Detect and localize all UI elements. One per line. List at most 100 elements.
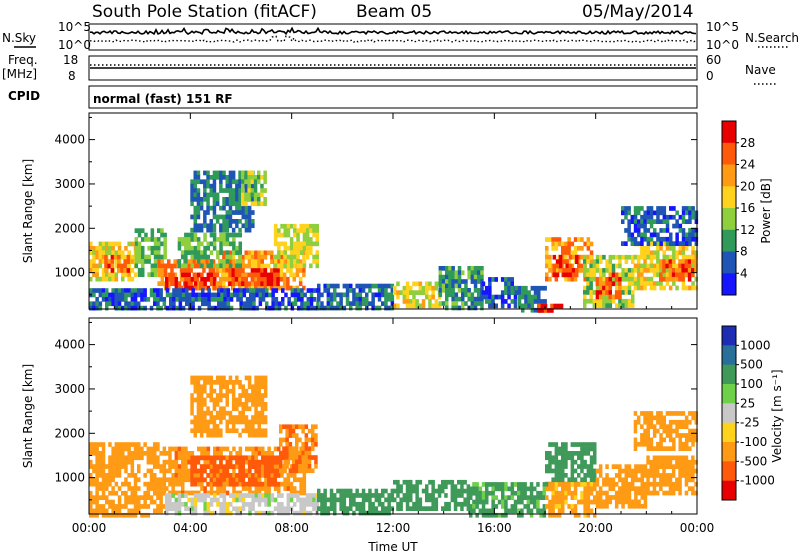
power-cell xyxy=(592,303,597,308)
velocity-cell xyxy=(273,497,278,503)
velocity-cell xyxy=(589,490,594,496)
velocity-cell xyxy=(108,499,112,505)
velocity-cell xyxy=(387,510,391,516)
velocity-cell xyxy=(298,459,302,465)
velocity-cell xyxy=(282,424,286,430)
velocity-cell xyxy=(307,450,312,456)
power-cell xyxy=(675,268,679,273)
velocity-cell xyxy=(358,501,363,507)
velocity-cell xyxy=(225,428,229,434)
power-cell xyxy=(656,281,660,286)
velocity-cell xyxy=(190,473,194,478)
velocity-cell xyxy=(254,375,258,381)
velocity-cell xyxy=(101,464,106,469)
velocity-cell xyxy=(488,512,492,518)
velocity-cell xyxy=(605,473,609,478)
velocity-cell xyxy=(137,504,141,509)
power-cell xyxy=(228,210,233,215)
velocity-cell xyxy=(238,490,243,496)
power-cell xyxy=(640,268,644,273)
velocity-cell xyxy=(485,495,489,500)
velocity-cell xyxy=(339,488,343,494)
power-cell xyxy=(659,236,663,242)
velocity-cell xyxy=(288,428,293,434)
power-cell xyxy=(196,197,201,202)
power-cell xyxy=(624,276,629,282)
velocity-cell xyxy=(526,508,531,514)
velocity-cell xyxy=(624,490,628,496)
power-cell xyxy=(266,272,271,278)
velocity-cell xyxy=(643,419,647,425)
power-cell xyxy=(247,214,252,220)
power-cell xyxy=(274,305,279,311)
power-cell xyxy=(602,303,606,308)
velocity-cell xyxy=(649,473,653,478)
power-cell xyxy=(624,298,629,304)
velocity-cell xyxy=(561,499,565,505)
velocity-cell xyxy=(656,428,660,434)
power-cell xyxy=(235,259,239,264)
velocity-cell xyxy=(98,508,103,514)
velocity-cell xyxy=(251,446,255,452)
velocity-cell xyxy=(687,477,692,483)
power-cell xyxy=(242,301,247,307)
power-cell xyxy=(352,288,356,293)
power-cell xyxy=(280,223,284,229)
velocity-cell xyxy=(279,428,283,434)
power-cell xyxy=(188,297,192,302)
velocity-cell xyxy=(551,512,555,518)
velocity-cell xyxy=(345,506,350,511)
velocity-cell xyxy=(573,490,578,496)
velocity-cell xyxy=(605,481,609,487)
power-cell xyxy=(185,301,189,307)
velocity-cell xyxy=(614,495,619,500)
velocity-cell xyxy=(478,490,483,496)
power-cell xyxy=(130,254,135,260)
power-cell xyxy=(179,276,184,282)
power-cell xyxy=(202,285,206,291)
velocity-cell xyxy=(190,451,195,456)
power-cell xyxy=(568,254,573,260)
power-cell xyxy=(260,259,264,264)
velocity-cell xyxy=(551,490,555,496)
velocity-cell xyxy=(95,464,99,469)
power-cell xyxy=(255,292,259,298)
velocity-cell xyxy=(671,468,676,474)
power-cell xyxy=(583,294,587,300)
velocity-cell xyxy=(225,464,229,469)
velocity-cell xyxy=(261,493,265,498)
power-cell xyxy=(345,283,350,289)
power-cell xyxy=(253,272,258,278)
velocity-cell xyxy=(270,468,274,474)
velocity-cell xyxy=(491,482,495,487)
velocity-cell xyxy=(153,473,157,478)
power-cell xyxy=(624,214,628,220)
power-cell xyxy=(611,294,616,300)
velocity-cell xyxy=(162,490,167,496)
velocity-cell xyxy=(267,493,271,498)
velocity-cell xyxy=(215,415,220,420)
velocity-cell xyxy=(393,479,397,485)
velocity-cell xyxy=(668,428,673,434)
power-cell xyxy=(691,246,695,251)
velocity-cell xyxy=(254,490,259,496)
power-cell xyxy=(225,175,229,180)
velocity-cell xyxy=(196,406,201,412)
power-cell xyxy=(144,259,148,264)
power-cell xyxy=(282,272,287,278)
velocity-cell xyxy=(165,493,169,498)
power-cell xyxy=(611,276,616,282)
velocity-cell xyxy=(636,419,641,425)
velocity-cell xyxy=(434,506,439,511)
power-cell xyxy=(580,263,584,269)
velocity-cell xyxy=(475,495,479,500)
power-cell xyxy=(177,237,182,242)
velocity-cell xyxy=(187,497,191,503)
power-cell xyxy=(527,290,531,295)
velocity-cell xyxy=(143,481,147,487)
power-cell xyxy=(646,268,650,273)
velocity-cell xyxy=(225,468,229,474)
velocity-cell xyxy=(621,477,625,483)
power-cell xyxy=(153,250,158,255)
velocity-cell xyxy=(655,473,660,478)
